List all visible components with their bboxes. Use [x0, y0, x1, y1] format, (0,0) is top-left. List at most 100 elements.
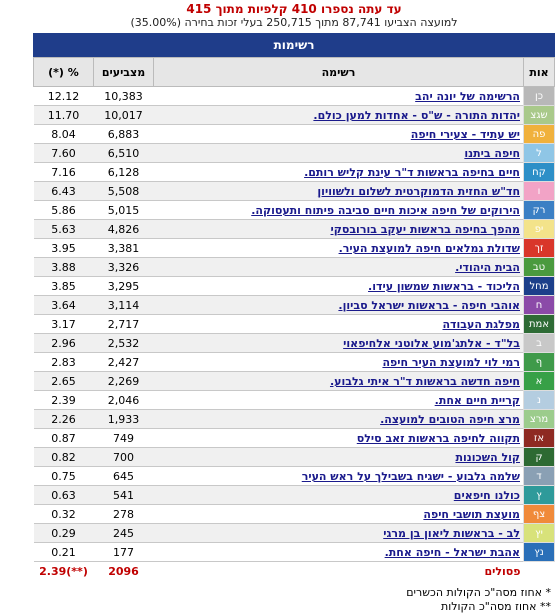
result-row: א חיפה חדשה בראשות ד"ר איתי גלבוע. 2,269 2.…	[33, 371, 555, 391]
votes: 3,381	[93, 238, 154, 258]
footnote: * אחוז מסה"כ הקולות הכשרים	[406, 586, 551, 599]
result-row: רק הירוקים של חיפה איכות חיים סביבה פיתוח…	[33, 200, 555, 220]
list-name-link[interactable]: הבית היהודי.	[455, 260, 520, 274]
list-name-cell: כולנו חיפאים	[153, 485, 524, 505]
list-name-link[interactable]: מרצ חיפה הטובים למועצה.	[380, 412, 520, 426]
invalid-votes: 2096	[108, 564, 139, 578]
votes: 177	[93, 542, 154, 562]
list-name-link[interactable]: יש עתיד - צעירי חיפה	[410, 127, 520, 141]
list-name-link[interactable]: לב - בראשות ליאון בן מרגי	[383, 526, 520, 540]
votes: 10,017	[93, 105, 154, 125]
list-name-link[interactable]: חיים בחיפה בראשות ד"ר עינת קליש רותם.	[304, 165, 520, 179]
votes: 749	[93, 428, 154, 448]
list-name-link[interactable]: קול השכונות	[455, 450, 520, 464]
list-name-link[interactable]: כולנו חיפאים	[453, 488, 520, 502]
list-name-cell: אוהבי חיפה - בראשות ישראל סביון.	[153, 295, 524, 315]
result-row: ו חד"ש החזית הדמוקרטית לשלום ולשוויון 5,50…	[33, 181, 555, 201]
votes: 278	[93, 504, 154, 524]
percent: 6.43	[33, 181, 94, 201]
result-row: ב בל"ד - אלתג'מוע אלוטני אלחיפאוי 2,532 2.9…	[33, 333, 555, 353]
result-row: מחל הליכוד - בראשות שמשון עידו. 3,295 3.85	[33, 276, 555, 296]
list-name-cell: בל"ד - אלתג'מוע אלוטני אלחיפאוי	[153, 333, 524, 353]
list-name-link[interactable]: הרשימה של יונה יהב	[415, 89, 520, 103]
votes: 10,383	[93, 86, 154, 106]
percent: 0.87	[33, 428, 94, 448]
votes: 645	[93, 466, 154, 486]
result-row: אמת מפלגת העבודה 2,717 3.17	[33, 314, 555, 334]
result-row: יץ לב - בראשות ליאון בן מרגי 245 0.29	[33, 523, 555, 543]
list-name-link[interactable]: מפלגת העבודה	[442, 317, 521, 331]
result-row: יפ מהפך בחיפה בראשות יעקב בורובסקי 4,826 5.…	[33, 219, 555, 239]
spacer	[524, 562, 555, 581]
list-name-cell: מהפך בחיפה בראשות יעקב בורובסקי	[153, 219, 524, 239]
percent: 12.12	[33, 86, 94, 106]
percent: 7.60	[33, 143, 94, 163]
votes: 2,532	[93, 333, 154, 353]
result-row: אז תקווה לחיפה בראשות זאב סילס 749 0.87	[33, 428, 555, 448]
list-name-link[interactable]: בל"ד - אלתג'מוע אלוטני אלחיפאוי	[343, 336, 520, 350]
percent: 5.63	[33, 219, 94, 239]
results-table: אות רשימה מצביעים% (*) כן הרשימה של יונה יה…	[33, 57, 555, 580]
list-name-link[interactable]: שלמה גלבוע - ישגיח בשבילך על ראש העיר	[301, 469, 520, 483]
list-name-cell: רמי לוי למועצת העיר חיפה	[153, 352, 524, 372]
percent: 3.85	[33, 276, 94, 296]
percent: 0.63	[33, 485, 94, 505]
list-name-link[interactable]: חיפה ביתנו	[464, 146, 520, 160]
list-letter: פה	[523, 124, 555, 144]
list-name-cell: אהבת ישראל - חיפה אחת.	[153, 542, 524, 562]
percent: 8.04	[33, 124, 94, 144]
result-row: ד שלמה גלבוע - ישגיח בשבילך על ראש העיר 64…	[33, 466, 555, 486]
result-row: ף רמי לוי למועצת העיר חיפה 2,427 2.83	[33, 352, 555, 372]
percent: 7.16	[33, 162, 94, 182]
percent: 2.26	[33, 409, 94, 429]
notes: * אחוז מסה"כ הקולות הכשרים ** אחוז מסה"כ …	[33, 586, 555, 614]
column-header: אות	[523, 57, 555, 87]
list-name-cell: הליכוד - בראשות שמשון עידו.	[153, 276, 524, 296]
votes: 2,717	[93, 314, 154, 334]
list-letter: קח	[523, 162, 555, 182]
votes: 541	[93, 485, 154, 505]
list-name-link[interactable]: רמי לוי למועצת העיר חיפה	[382, 355, 520, 369]
result-row: ץ כולנו חיפאים 541 0.63	[33, 485, 555, 505]
invalid-percent: (**)2.39	[39, 564, 88, 578]
list-name-link[interactable]: אהבת ישראל - חיפה אחת.	[384, 545, 520, 559]
list-letter: אמת	[523, 314, 555, 334]
list-name-cell: הרשימה של יונה יהב	[153, 86, 524, 106]
list-name-link[interactable]: חד"ש החזית הדמוקרטית לשלום ולשוויון	[317, 184, 520, 198]
list-letter: שגצ	[523, 105, 555, 125]
list-name-link[interactable]: אוהבי חיפה - בראשות ישראל סביון.	[338, 298, 520, 312]
list-letter: טב	[523, 257, 555, 277]
list-name-link[interactable]: מועצת תושבי חיפה	[423, 507, 520, 521]
percent: 3.64	[33, 295, 94, 315]
list-name-cell: קול השכונות	[153, 447, 524, 467]
votes: 2,269	[93, 371, 154, 391]
invalid-row: פסולים 2096 (**)2.39	[34, 562, 555, 581]
percent: 2.65	[33, 371, 94, 391]
title: עד עתה נספרו 410 קלפיות מתוך 415	[186, 2, 402, 16]
list-name-link[interactable]: קריית חיים אחת.	[434, 393, 520, 407]
result-row: זך שדולת גמלאים חיפה למועצת העיר. 3,381 3.9…	[33, 238, 555, 258]
section-header: רשימות	[33, 33, 555, 57]
list-name-cell: מועצת תושבי חיפה	[153, 504, 524, 524]
votes: 4,826	[93, 219, 154, 239]
list-name-link[interactable]: שדולת גמלאים חיפה למועצת העיר.	[338, 241, 520, 255]
list-letter: נ	[523, 390, 555, 410]
list-letter: צף	[523, 504, 555, 524]
list-name-link[interactable]: תקווה לחיפה בראשות זאב סילס	[356, 431, 520, 445]
list-letter: אז	[523, 428, 555, 448]
percent: 3.88	[33, 257, 94, 277]
column-header: מצביעים	[93, 57, 154, 87]
list-name-cell: מפלגת העבודה	[153, 314, 524, 334]
list-letter: א	[523, 371, 555, 391]
votes: 6,510	[93, 143, 154, 163]
list-name-link[interactable]: חיפה חדשה בראשות ד"ר איתי גלבוע.	[329, 374, 520, 388]
list-name-link[interactable]: מהפך בחיפה בראשות יעקב בורובסקי	[330, 222, 520, 236]
list-name-link[interactable]: הירוקים של חיפה איכות חיים סביבה פיתוח ו…	[251, 203, 520, 217]
list-name-link[interactable]: יהדות התורה - ש"ס - אחדות למען כולם.	[313, 108, 520, 122]
list-name-cell: חיפה ביתנו	[153, 143, 524, 163]
list-name-cell: יהדות התורה - ש"ס - אחדות למען כולם.	[153, 105, 524, 125]
list-name-cell: חיפה חדשה בראשות ד"ר איתי גלבוע.	[153, 371, 524, 391]
list-name-link[interactable]: הליכוד - בראשות שמשון עידו.	[368, 279, 520, 293]
votes: 5,508	[93, 181, 154, 201]
list-name-cell: שלמה גלבוע - ישגיח בשבילך על ראש העיר	[153, 466, 524, 486]
